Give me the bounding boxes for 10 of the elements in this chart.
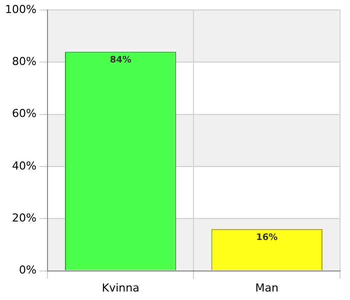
- data-label: 16%: [256, 232, 278, 243]
- y-tick-label: 80%: [12, 55, 36, 68]
- y-tick-label: 60%: [12, 107, 36, 120]
- y-tick-label: 20%: [12, 212, 36, 224]
- data-label: 84%: [110, 56, 132, 66]
- y-tick-label: 100%: [4, 2, 36, 16]
- x-tick-label: Kvinna: [102, 281, 140, 294]
- y-tick-label: 0%: [18, 264, 36, 277]
- y-tick-label: 40%: [12, 159, 36, 172]
- x-tick-label: Man: [255, 281, 278, 294]
